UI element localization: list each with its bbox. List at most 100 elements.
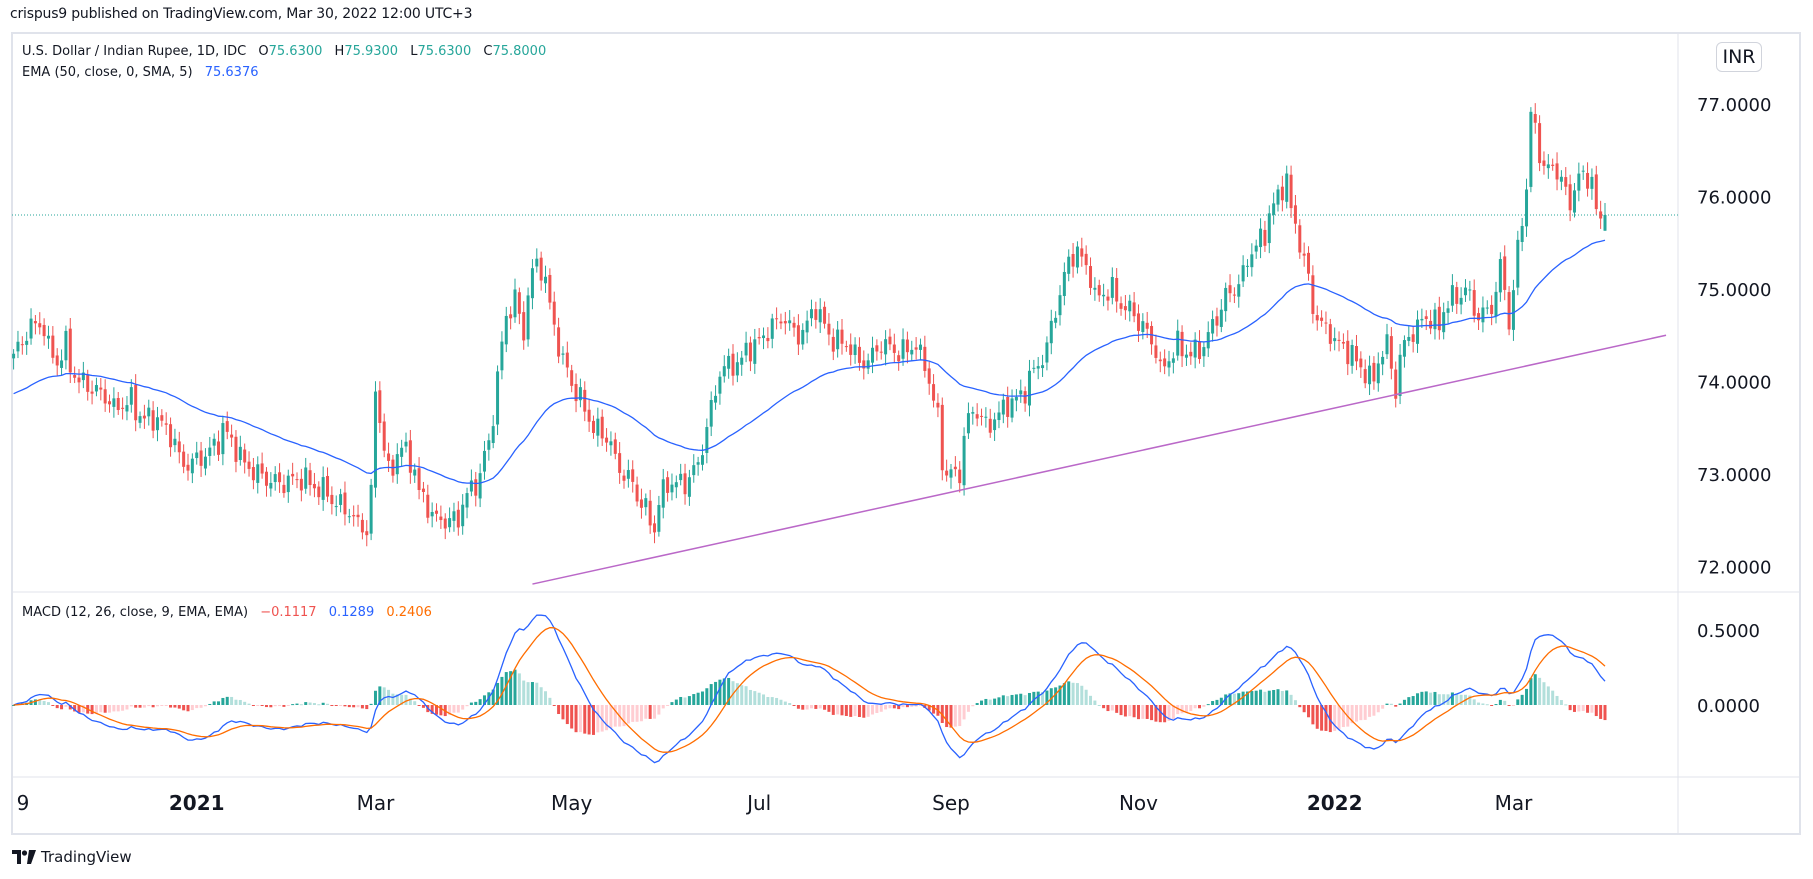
candle	[857, 337, 861, 371]
candle-body	[352, 515, 356, 517]
macd-histogram-bar	[478, 699, 482, 705]
macd-histogram-bar	[1110, 705, 1114, 711]
candle	[1232, 287, 1236, 304]
time-tick-label: Sep	[932, 791, 970, 815]
candle-body	[312, 483, 316, 489]
symbol-legend[interactable]: U.S. Dollar / Indian Rupee, 1D, IDC O75.…	[22, 44, 546, 59]
macd-histogram-bar	[1228, 693, 1232, 705]
macd-histogram-bar	[199, 705, 203, 708]
candle-body	[674, 482, 678, 488]
macd-histogram-bar	[1054, 687, 1058, 705]
candle	[1568, 174, 1572, 222]
candle	[1115, 268, 1119, 313]
candle-body	[1516, 239, 1520, 288]
candle-body	[1463, 287, 1467, 296]
macd-histogram-bar	[657, 705, 661, 715]
candle-body	[1542, 160, 1546, 166]
time-axis[interactable]: 9 2021 Mar May Jul Sep Nov 2022 Mar	[17, 791, 1533, 815]
trendline[interactable]	[532, 334, 1667, 585]
candles	[12, 103, 1607, 547]
candle-body	[513, 289, 517, 318]
macd-histogram-bar	[666, 705, 670, 706]
candle	[1267, 205, 1271, 254]
candle	[20, 336, 24, 355]
candle	[578, 378, 582, 408]
macd-histogram-bar	[910, 705, 914, 707]
macd-histogram-bar	[901, 705, 905, 708]
candle-body	[757, 337, 761, 339]
candle	[544, 265, 548, 293]
macd-histogram-bar	[461, 705, 465, 710]
candle-body	[1302, 253, 1306, 256]
price-pane[interactable]	[12, 103, 1678, 585]
macd-histogram-bar	[897, 705, 901, 710]
macd-histogram-bar	[33, 699, 37, 705]
candle-body	[68, 328, 72, 373]
macd-histogram-bar	[234, 699, 238, 705]
candle-body	[583, 389, 587, 412]
price-axis[interactable]: 77.0000 76.0000 75.0000 74.0000 73.0000 72.00…	[1697, 95, 1771, 579]
macd-histogram-bar	[439, 705, 443, 716]
candle-body	[618, 453, 622, 473]
macd-histogram-bar	[888, 705, 892, 709]
macd-histogram-bar	[674, 699, 678, 705]
candle	[474, 471, 478, 507]
candle-body	[448, 518, 452, 528]
tradingview-logo[interactable]: TradingView	[12, 848, 132, 866]
candle-body	[1293, 205, 1297, 224]
candle	[90, 380, 94, 405]
candle-body	[1590, 176, 1594, 189]
candle	[757, 327, 761, 345]
candle-body	[1324, 322, 1328, 324]
ema-legend[interactable]: EMA (50, close, 0, SMA, 5) 75.6376	[22, 65, 259, 80]
macd-histogram-bar	[1263, 691, 1267, 705]
candle-body	[509, 314, 513, 319]
macd-legend[interactable]: MACD (12, 26, close, 9, EMA, EMA) −0.111…	[22, 605, 432, 620]
time-tick-label: 2022	[1307, 791, 1363, 815]
candle-body	[958, 469, 962, 484]
macd-axis[interactable]: 0.5000 0.0000	[1697, 621, 1760, 717]
candle-body	[1398, 354, 1402, 397]
macd-histogram-bar	[779, 699, 783, 705]
candle	[443, 513, 447, 540]
macd-histogram-bar	[1167, 705, 1171, 721]
macd-histogram-bar	[718, 679, 722, 705]
macd-histogram-bar	[1320, 705, 1324, 731]
candle	[644, 493, 648, 516]
macd-histogram-bar	[1075, 683, 1079, 705]
candle	[753, 328, 757, 374]
candle	[1594, 165, 1598, 215]
candle-body	[243, 449, 247, 463]
candle	[129, 379, 133, 413]
candle-body	[1084, 253, 1088, 266]
candle	[299, 468, 303, 502]
candle	[1446, 300, 1450, 324]
macd-histogram-bar	[1232, 693, 1236, 705]
candle-body	[666, 477, 670, 493]
macd-pane[interactable]	[12, 614, 1607, 764]
macd-histogram-bar	[1180, 705, 1184, 714]
macd-histogram-bar	[578, 705, 582, 733]
macd-histogram-bar	[831, 705, 835, 715]
candle-body	[1058, 295, 1062, 316]
currency-badge[interactable]: INR	[1716, 42, 1762, 72]
candle-body	[1280, 186, 1284, 201]
macd-histogram-bar	[312, 703, 316, 705]
candle	[792, 316, 796, 337]
candle-body	[744, 342, 748, 356]
candle	[278, 463, 282, 493]
candle	[936, 393, 940, 418]
macd-histogram-bar	[1411, 696, 1415, 705]
candle-body	[609, 441, 613, 446]
candle	[51, 326, 55, 364]
candle	[138, 411, 142, 429]
candle-body	[421, 488, 425, 492]
macd-histogram-bar	[212, 701, 216, 705]
candle	[984, 407, 988, 428]
candle	[1437, 296, 1441, 340]
candle-body	[1446, 308, 1450, 313]
macd-histogram-bar	[360, 705, 364, 709]
candle	[1372, 356, 1376, 390]
candle	[369, 478, 373, 541]
